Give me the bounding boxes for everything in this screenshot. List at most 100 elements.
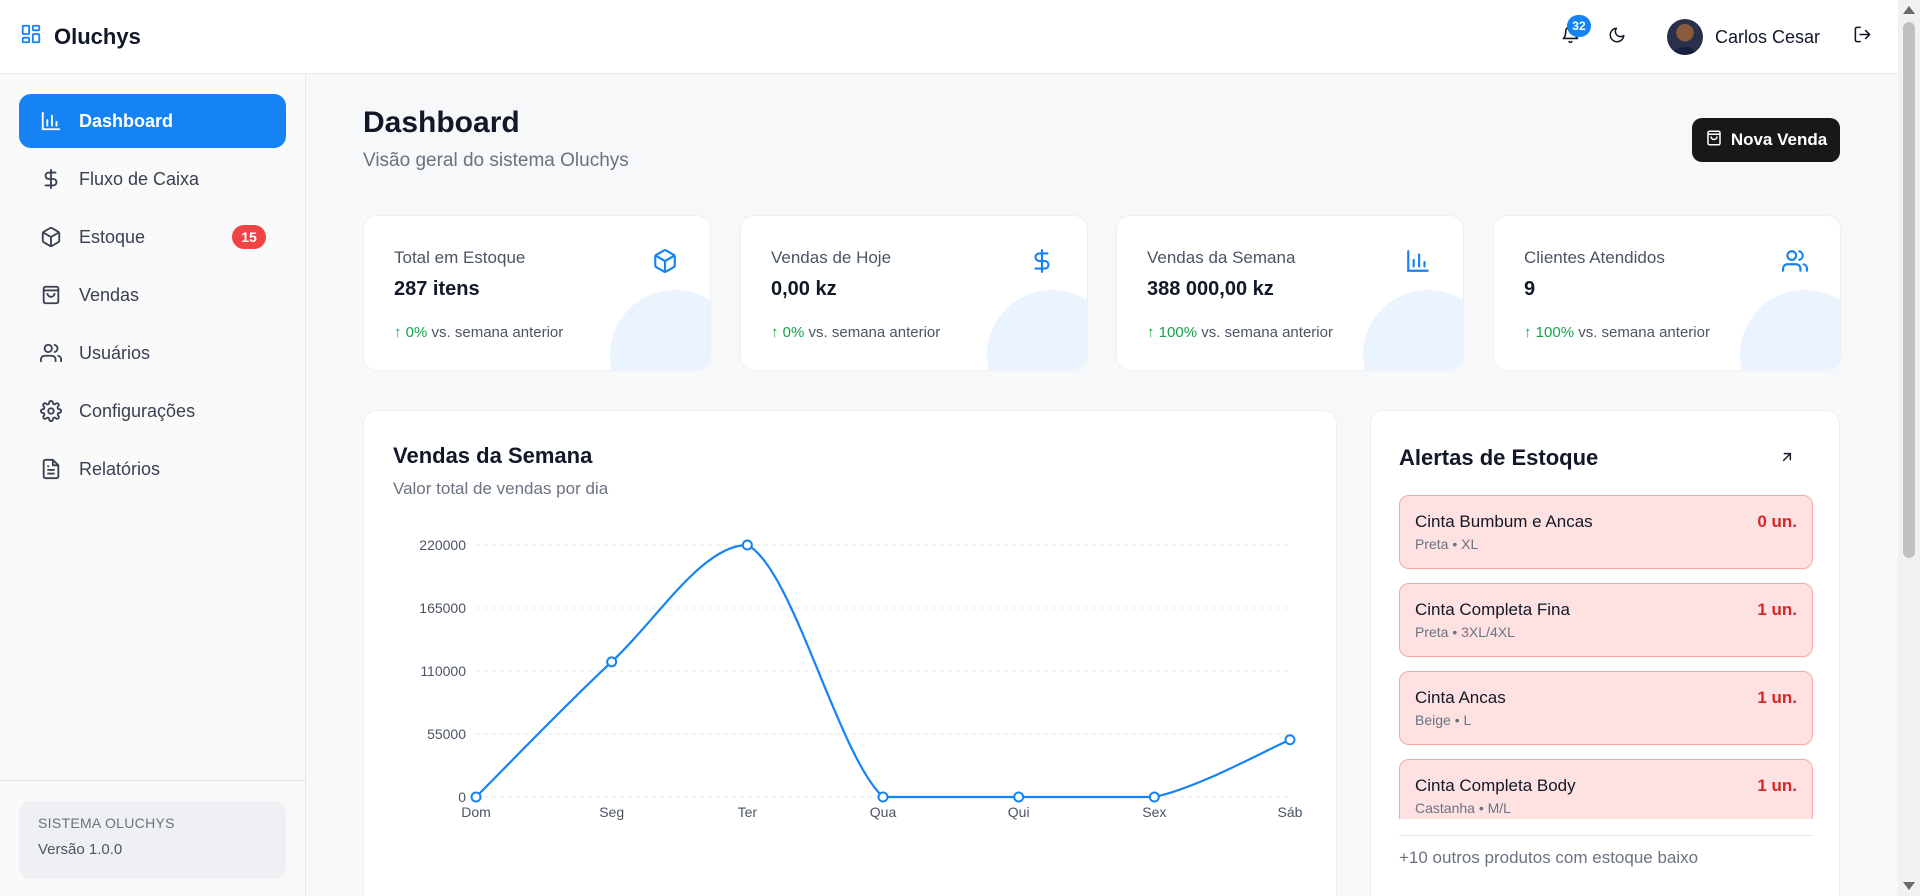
alert-product-name: Cinta Bumbum e Ancas bbox=[1415, 512, 1593, 531]
sidebar-item-label: Configurações bbox=[79, 400, 196, 421]
top-bar: Oluchys 32 Carlos Cesar bbox=[0, 0, 1898, 74]
bar-chart-icon bbox=[1403, 246, 1433, 276]
trend-text: vs. semana anterior bbox=[431, 324, 564, 341]
stat-card-vendas-hoje: Vendas de Hoje 0,00 kz ↑ 0% vs. semana a… bbox=[740, 215, 1088, 371]
gear-icon bbox=[39, 399, 63, 423]
sidebar-footer: SISTEMA OLUCHYS Versão 1.0.0 bbox=[0, 780, 305, 896]
stat-card-vendas-semana: Vendas da Semana 388 000,00 kz ↑ 100% vs… bbox=[1116, 215, 1464, 371]
box-icon bbox=[650, 246, 680, 276]
box-icon bbox=[39, 225, 63, 249]
alert-product-name: Cinta Completa Fina bbox=[1415, 600, 1570, 619]
logout-button[interactable] bbox=[1842, 17, 1882, 57]
logout-icon bbox=[1853, 25, 1872, 49]
chart-subtitle: Valor total de vendas por dia bbox=[393, 479, 609, 498]
sidebar-item-label: Estoque bbox=[79, 226, 146, 247]
weekly-sales-line-chart: 0 55000 110000 165000 220000 Dom Seg Ter Qua Qui S… bbox=[419, 537, 1302, 820]
x-tick-label: Dom bbox=[461, 804, 491, 820]
trend-value: ↑ 100% bbox=[1524, 324, 1575, 341]
x-tick-label: Sex bbox=[1142, 804, 1166, 820]
new-sale-label: Nova Venda bbox=[1730, 130, 1828, 149]
alert-item[interactable]: Cinta Bumbum e Ancas Preta • XL 0 un. bbox=[1399, 495, 1813, 569]
user-name: Carlos Cesar bbox=[1714, 26, 1820, 47]
trend-value: ↑ 0% bbox=[771, 324, 805, 341]
app-name: Oluchys bbox=[54, 23, 141, 49]
new-sale-button[interactable]: Nova Venda bbox=[1692, 118, 1840, 162]
notifications-badge: 32 bbox=[1566, 15, 1591, 37]
sales-data-point bbox=[741, 539, 753, 551]
bar-chart-icon bbox=[39, 109, 63, 133]
weekly-sales-chart-card: Vendas da Semana Valor total de vendas p… bbox=[363, 410, 1337, 896]
alert-quantity: 1 un. bbox=[1757, 776, 1797, 795]
notifications-button[interactable]: 32 bbox=[1551, 15, 1591, 57]
alert-product-detail: Preta • XL bbox=[1415, 536, 1479, 552]
x-tick-label: Qua bbox=[870, 804, 897, 820]
sales-data-point bbox=[1013, 791, 1025, 803]
file-text-icon bbox=[39, 457, 63, 481]
sidebar-item-relatorios[interactable]: Relatórios bbox=[19, 442, 286, 496]
chart-title: Vendas da Semana bbox=[393, 443, 593, 468]
alert-quantity: 1 un. bbox=[1757, 688, 1797, 707]
open-alerts-button[interactable] bbox=[1775, 447, 1799, 471]
stat-trend: ↑ 0% vs. semana anterior bbox=[771, 324, 940, 341]
y-tick-label: 220000 bbox=[419, 537, 466, 553]
sidebar-item-label: Usuários bbox=[79, 342, 151, 363]
users-icon bbox=[39, 341, 63, 365]
sidebar-item-fluxo-de-caixa[interactable]: Fluxo de Caixa bbox=[19, 152, 286, 206]
stat-label: Vendas da Semana bbox=[1147, 248, 1296, 267]
sidebar-item-estoque[interactable]: Estoque 15 bbox=[19, 210, 286, 264]
alerts-list: Cinta Bumbum e Ancas Preta • XL 0 un. Ci… bbox=[1399, 495, 1813, 819]
dollar-icon bbox=[39, 167, 63, 191]
sidebar-item-vendas[interactable]: Vendas bbox=[19, 268, 286, 322]
grid-icon bbox=[20, 23, 42, 50]
sidebar-item-dashboard[interactable]: Dashboard bbox=[19, 94, 286, 148]
stat-value: 0,00 kz bbox=[771, 278, 837, 300]
stat-card-total-estoque: Total em Estoque 287 itens ↑ 0% vs. sema… bbox=[363, 215, 711, 371]
y-tick-label: 55000 bbox=[427, 726, 466, 742]
alert-product-detail: Castanha • M/L bbox=[1415, 800, 1511, 816]
page-subtitle: Visão geral do sistema Oluchys bbox=[363, 150, 629, 171]
x-tick-label: Ter bbox=[738, 804, 758, 820]
system-name: SISTEMA OLUCHYS bbox=[38, 815, 175, 831]
alert-product-name: Cinta Completa Body bbox=[1415, 776, 1576, 795]
card-decoration bbox=[987, 290, 1087, 370]
card-decoration bbox=[1363, 290, 1463, 370]
user-menu[interactable]: Carlos Cesar bbox=[1666, 19, 1820, 55]
stat-card-clientes-atendidos: Clientes Atendidos 9 ↑ 100% vs. semana a… bbox=[1493, 215, 1841, 371]
shopping-bag-icon bbox=[39, 283, 63, 307]
scroll-down-arrow[interactable] bbox=[1903, 882, 1915, 890]
alert-item[interactable]: Cinta Completa Body Castanha • M/L 1 un. bbox=[1399, 759, 1813, 819]
theme-toggle-button[interactable] bbox=[1597, 17, 1637, 57]
sidebar-nav: Dashboard Fluxo de Caixa Estoque 15 Vend… bbox=[0, 74, 305, 496]
trend-text: vs. semana anterior bbox=[1201, 324, 1333, 341]
alert-item[interactable]: Cinta Completa Fina Preta • 3XL/4XL 1 un… bbox=[1399, 583, 1813, 657]
scroll-up-arrow[interactable] bbox=[1903, 6, 1915, 14]
trend-value: ↑ 0% bbox=[394, 324, 428, 341]
main-content: Dashboard Visão geral do sistema Oluchys… bbox=[306, 74, 1898, 896]
sales-data-point bbox=[1284, 734, 1296, 746]
card-decoration bbox=[1740, 290, 1840, 370]
alert-item[interactable]: Cinta Ancas Beige • L 1 un. bbox=[1399, 671, 1813, 745]
sidebar-item-label: Fluxo de Caixa bbox=[79, 168, 200, 189]
app-logo[interactable]: Oluchys bbox=[0, 23, 290, 50]
sales-data-point bbox=[470, 791, 482, 803]
trend-value: ↑ 100% bbox=[1147, 324, 1198, 341]
sales-data-point bbox=[1148, 791, 1160, 803]
sidebar: Dashboard Fluxo de Caixa Estoque 15 Vend… bbox=[0, 74, 306, 896]
alert-product-detail: Preta • 3XL/4XL bbox=[1415, 624, 1515, 640]
users-icon bbox=[1780, 246, 1810, 276]
scroll-thumb[interactable] bbox=[1903, 22, 1915, 558]
page-title: Dashboard bbox=[363, 106, 520, 139]
stat-trend: ↑ 0% vs. semana anterior bbox=[394, 324, 563, 341]
dollar-icon bbox=[1027, 246, 1057, 276]
sidebar-item-configuracoes[interactable]: Configurações bbox=[19, 384, 286, 438]
estoque-alert-badge: 15 bbox=[232, 225, 266, 249]
sidebar-item-usuarios[interactable]: Usuários bbox=[19, 326, 286, 380]
alerts-title: Alertas de Estoque bbox=[1399, 445, 1599, 470]
moon-icon bbox=[1608, 26, 1626, 49]
alert-quantity: 1 un. bbox=[1757, 600, 1797, 619]
stat-value: 287 itens bbox=[394, 278, 480, 300]
card-decoration bbox=[610, 290, 710, 370]
trend-text: vs. semana anterior bbox=[808, 324, 941, 341]
sidebar-item-label: Vendas bbox=[79, 284, 140, 305]
page-scrollbar[interactable] bbox=[1898, 0, 1920, 896]
